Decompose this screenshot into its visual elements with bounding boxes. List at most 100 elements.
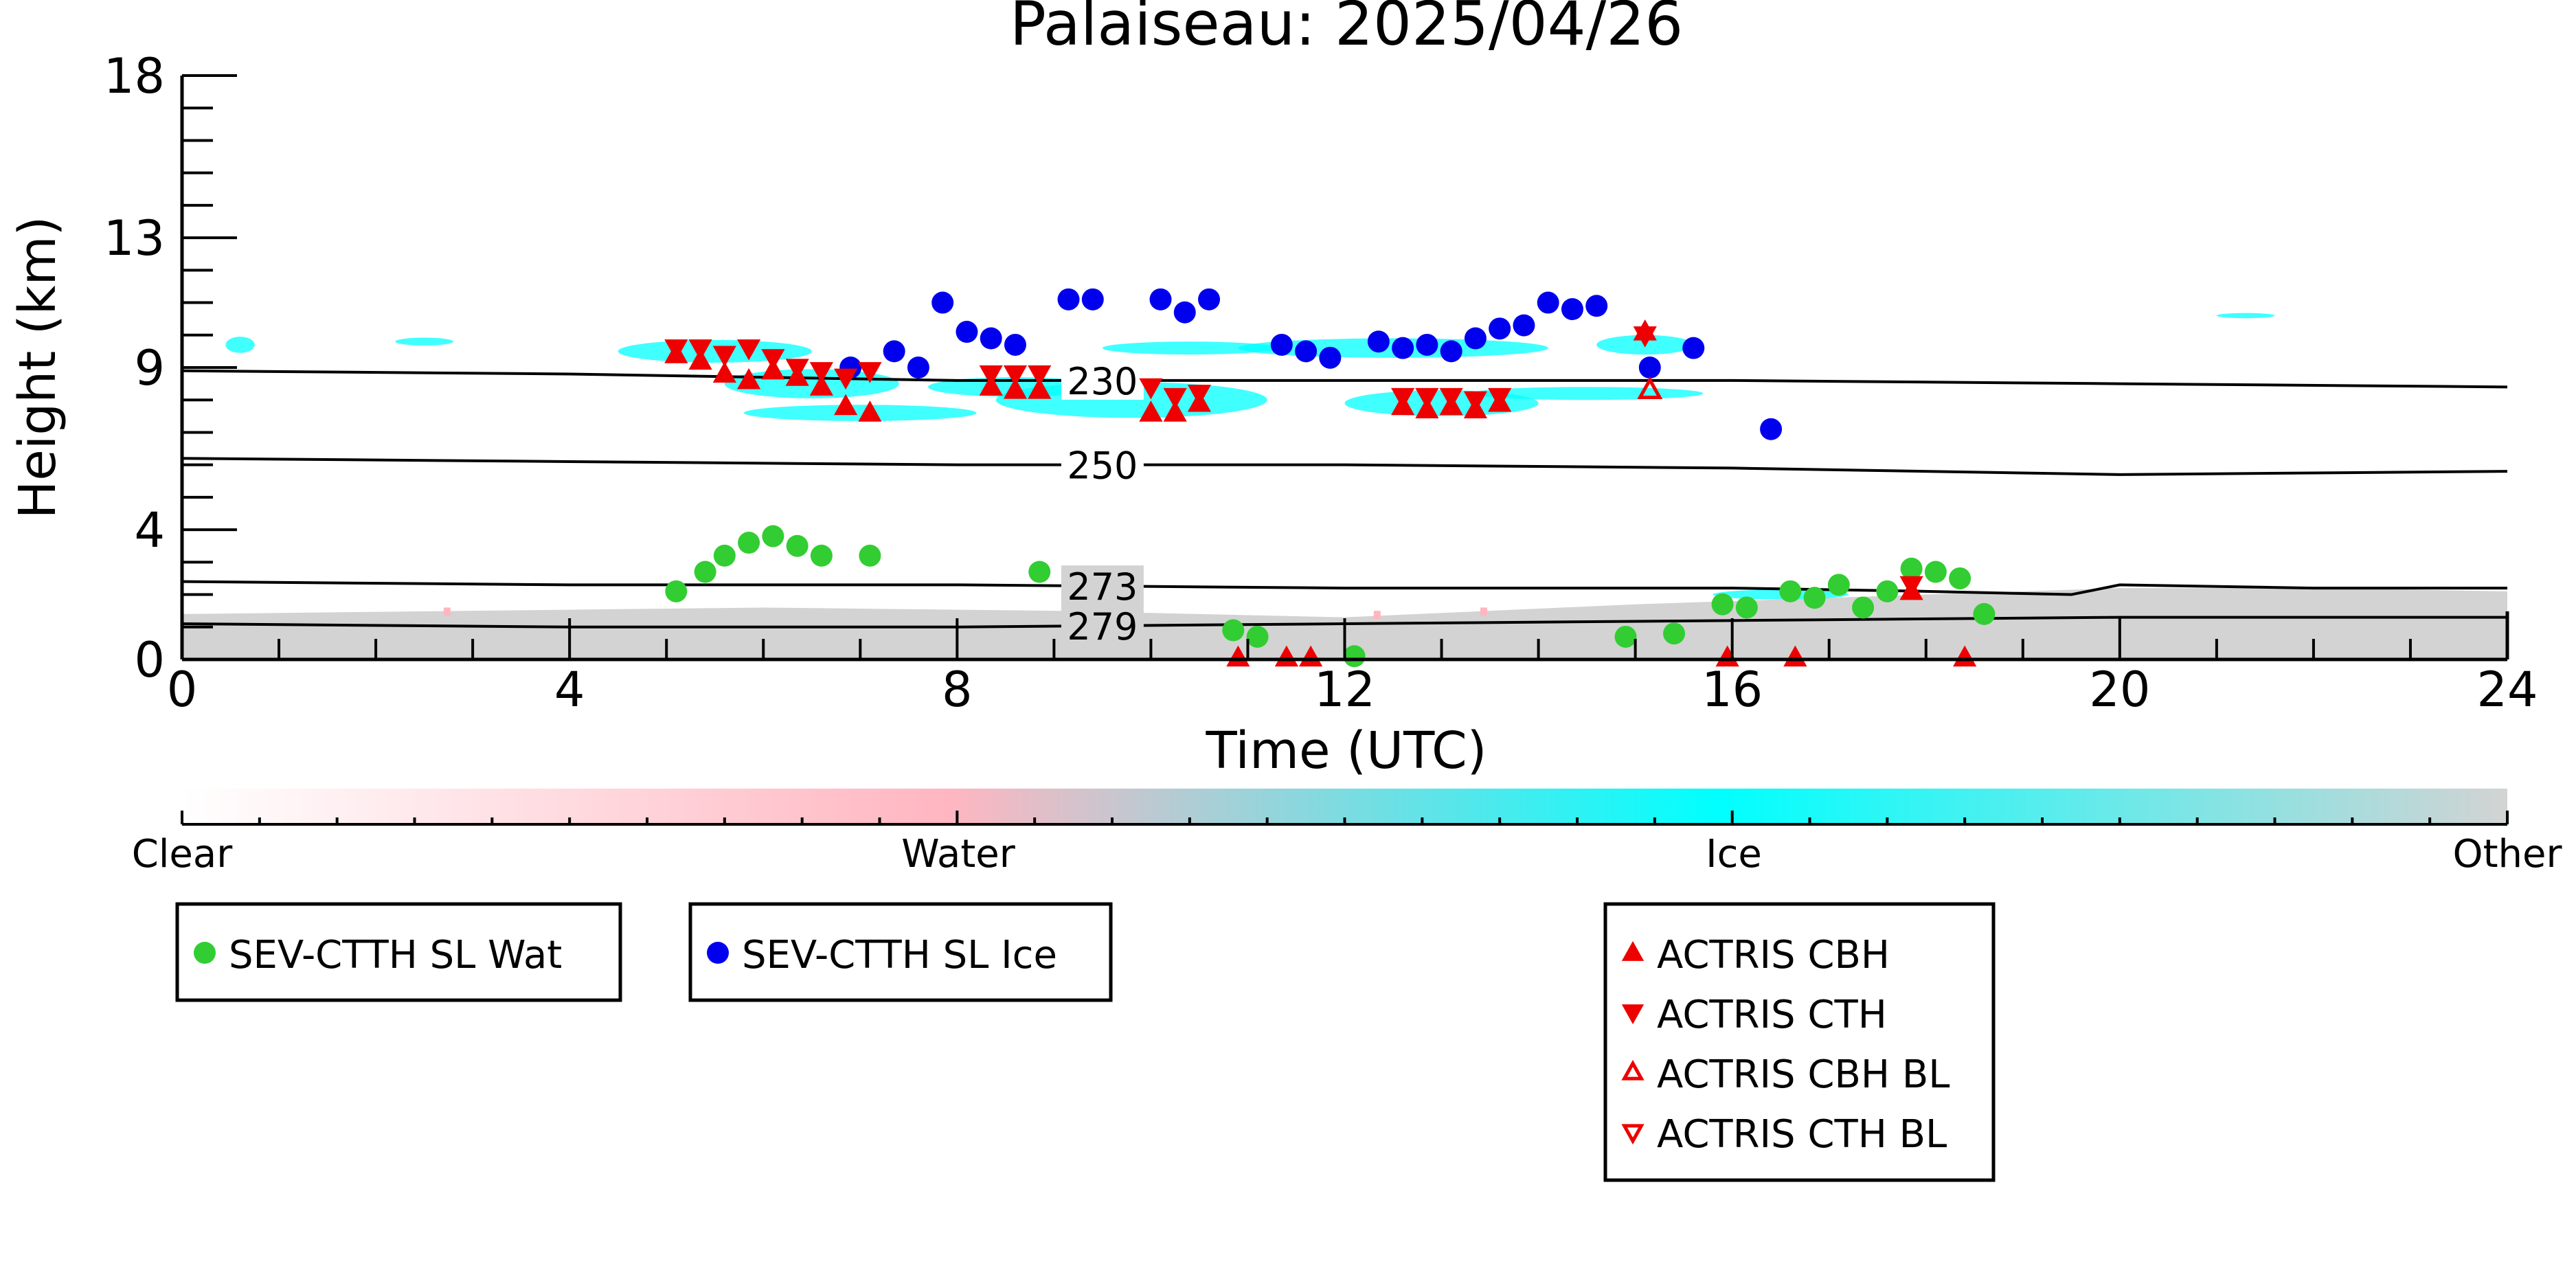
x-tick-label: 8 xyxy=(942,662,973,718)
marker-triangle-up xyxy=(1028,378,1052,399)
marker-triangle-up-open xyxy=(1637,376,1663,400)
marker-triangle-up xyxy=(809,374,833,396)
marker-circle xyxy=(1803,587,1826,609)
marker-triangle-down xyxy=(1187,385,1212,406)
marker-triangle-down xyxy=(1163,387,1187,409)
colorbar-label-ice: Ice xyxy=(1706,832,1762,877)
marker-triangle-up xyxy=(1783,645,1807,667)
legend-entry: ACTRIS CTH xyxy=(1657,993,1887,1037)
legend: SEV-CTTH SL Wat SEV-CTTH SL Ice ACTRIS CBH… xyxy=(175,902,1996,1182)
x-tick-label: 16 xyxy=(1702,662,1763,718)
legend-entry: SEV-CTTH SL Ice xyxy=(742,933,1057,978)
cloud-field-ice xyxy=(395,337,453,346)
marker-circle xyxy=(738,532,760,554)
x-tick-label: 24 xyxy=(2476,662,2538,718)
marker-circle xyxy=(1900,557,1923,580)
x-tick-label: 12 xyxy=(1314,662,1375,718)
marker-circle xyxy=(1585,295,1608,317)
marker-circle xyxy=(1343,645,1366,668)
marker-circle xyxy=(1149,288,1172,310)
marker-triangle-down xyxy=(664,339,688,361)
marker-circle xyxy=(1173,301,1196,324)
marker-circle xyxy=(1513,314,1535,337)
marker-triangle-up xyxy=(736,368,761,389)
legend-box-1: SEV-CTTH SL Ice xyxy=(688,902,1113,1002)
marker-circle xyxy=(1779,580,1802,602)
marker-circle xyxy=(1416,333,1438,356)
marker-triangle-up xyxy=(1003,378,1028,399)
cloud-field-ice xyxy=(2216,313,2275,319)
marker-triangle-down xyxy=(979,365,1003,387)
marker-triangle-down xyxy=(1003,365,1028,387)
axes: 0 4 8 12 16 20 24 0 4 9 13 18 xyxy=(104,48,2538,718)
legend-entry: ACTRIS CTH BL xyxy=(1657,1112,1947,1157)
marker-triangle-up xyxy=(858,400,882,422)
marker-circle xyxy=(786,534,809,557)
colorbar-label-clear: Clear xyxy=(132,832,233,877)
marker-circle xyxy=(1489,317,1511,340)
colorbar: Clear Water Ice Other xyxy=(132,789,2562,877)
marker-triangle-down xyxy=(785,359,809,380)
marker-circle xyxy=(762,525,784,547)
marker-circle xyxy=(883,340,905,363)
contour-label-273: 273 xyxy=(1067,565,1138,609)
contour-line-250 xyxy=(182,457,2507,476)
legend-marker xyxy=(1621,1059,1645,1081)
marker-circle xyxy=(1222,619,1245,642)
cloud-field-ice xyxy=(618,339,812,363)
contour-label-230: 230 xyxy=(1067,360,1138,403)
chart-title: Palaiseau: 2025/04/26 xyxy=(1010,0,1683,59)
series-0 xyxy=(665,525,1996,668)
marker-triangle-up xyxy=(834,394,858,416)
y-tick-label: 0 xyxy=(134,632,165,688)
x-tick-label: 4 xyxy=(554,662,585,718)
marker-circle xyxy=(694,561,716,583)
legend-entry: ACTRIS CBH BL xyxy=(1657,1052,1950,1097)
marker-circle xyxy=(956,321,978,343)
legend-box-0: SEV-CTTH SL Wat xyxy=(175,902,622,1002)
marker-triangle-down xyxy=(1463,391,1488,413)
marker-triangle-down xyxy=(761,349,785,370)
marker-circle xyxy=(907,357,929,379)
cloud-field-ice xyxy=(744,405,977,421)
marker-circle xyxy=(1440,340,1462,363)
legend-frame xyxy=(1603,902,1996,1182)
marker-circle xyxy=(665,580,688,602)
marker-triangle-down xyxy=(712,346,736,368)
marker-circle xyxy=(1319,346,1342,369)
marker-circle xyxy=(810,544,833,567)
marker-circle xyxy=(931,291,954,314)
marker-circle xyxy=(1295,340,1318,363)
marker-circle xyxy=(1561,298,1583,320)
marker-circle xyxy=(1246,625,1269,648)
marker-circle xyxy=(1663,622,1686,645)
marker-triangle-up xyxy=(1274,645,1298,667)
marker-triangle-down xyxy=(809,362,833,383)
series-1 xyxy=(839,288,1783,440)
cloud-field-ice xyxy=(225,337,255,353)
marker-circle xyxy=(1392,337,1414,359)
marker-triangle-down xyxy=(858,362,882,383)
marker-circle xyxy=(1638,357,1661,379)
marker-circle xyxy=(1004,333,1026,356)
marker-circle xyxy=(1735,596,1758,619)
legend-entry: SEV-CTTH SL Wat xyxy=(229,933,562,978)
marker-triangle-up xyxy=(1299,645,1323,667)
marker-circle xyxy=(1367,330,1390,353)
marker-triangle-down xyxy=(1439,387,1463,409)
marker-circle xyxy=(1876,580,1899,602)
marker-circle xyxy=(1614,625,1637,648)
cloud-field-water xyxy=(1480,607,1487,616)
legend-marker xyxy=(1621,1124,1645,1145)
contour-label-250: 250 xyxy=(1067,444,1138,488)
colorbar-label-water: Water xyxy=(901,832,1016,877)
contour-line-230 xyxy=(182,369,2507,389)
data-markers xyxy=(664,288,1996,668)
marker-circle xyxy=(713,544,736,567)
marker-circle xyxy=(1852,596,1875,619)
legend-frame xyxy=(688,902,1113,1002)
marker-circle xyxy=(1711,593,1734,615)
marker-triangle-up xyxy=(712,361,736,383)
y-tick-label: 4 xyxy=(134,502,165,558)
